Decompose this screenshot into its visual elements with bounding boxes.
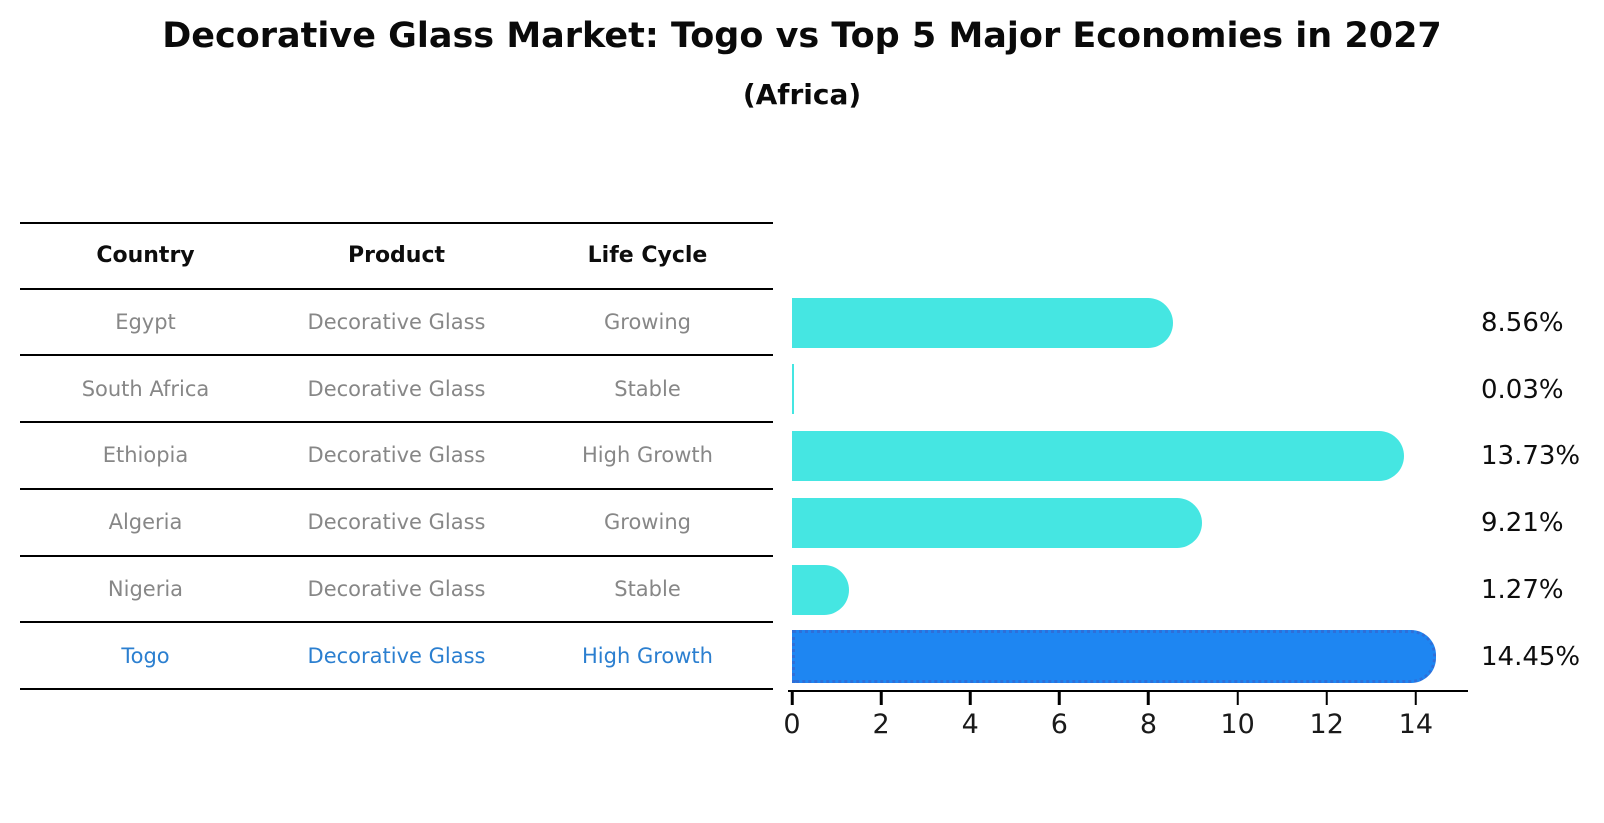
- x-tick-mark: [1325, 692, 1328, 705]
- table-body: Egypt Decorative Glass Growing South Afr…: [20, 290, 773, 691]
- table-row: Togo Decorative Glass High Growth: [20, 623, 773, 691]
- table-header-cell: Country: [96, 243, 195, 269]
- bar: [792, 564, 849, 615]
- value-label: 8.56%: [1481, 307, 1564, 338]
- table-cell-life-cycle: Growing: [604, 309, 691, 334]
- table-cell-product: Decorative Glass: [307, 643, 486, 668]
- chart-subtitle: (Africa): [742, 78, 862, 111]
- bar-row: [792, 423, 1468, 490]
- table-row: South Africa Decorative Glass Stable: [20, 356, 773, 424]
- x-tick-mark: [790, 692, 794, 705]
- x-tick-label: 4: [961, 709, 979, 740]
- x-tick-label: 6: [1050, 709, 1068, 740]
- bar-row: [792, 557, 1468, 624]
- table-cell-life-cycle: Stable: [614, 376, 681, 401]
- x-tick-mark: [1058, 692, 1061, 705]
- x-tick-label: 10: [1220, 709, 1255, 740]
- bar-row: [792, 623, 1468, 690]
- value-label: 13.73%: [1481, 441, 1581, 472]
- table-cell-product: Decorative Glass: [307, 510, 486, 535]
- x-tick-label: 0: [783, 709, 801, 740]
- x-tick-label: 12: [1309, 709, 1344, 740]
- bar: [792, 431, 1404, 482]
- table-cell-product: Decorative Glass: [307, 309, 486, 334]
- x-tick-label: 8: [1139, 709, 1158, 740]
- country-table: Country Product Life Cycle Egypt Decorat…: [20, 222, 773, 691]
- x-tick-mark: [1147, 692, 1150, 705]
- x-tick-mark: [1414, 692, 1418, 705]
- table-cell-country: South Africa: [81, 376, 210, 401]
- x-tick-mark: [968, 692, 972, 705]
- table-cell-life-cycle: High Growth: [582, 443, 713, 468]
- table-cell-product: Decorative Glass: [307, 376, 486, 401]
- table-cell-country: Egypt: [115, 309, 176, 334]
- chart-title: Decorative Glass Market: Togo vs Top 5 M…: [162, 16, 1442, 56]
- x-tick-mark: [1236, 692, 1239, 705]
- table-header-cell: Product: [347, 243, 446, 269]
- table-header-row: Country Product Life Cycle: [20, 222, 773, 290]
- table-header-cell: Life Cycle: [587, 243, 708, 269]
- bar-row: [792, 290, 1468, 357]
- bar: [792, 364, 794, 415]
- bar-row: [792, 490, 1468, 557]
- value-label: 9.21%: [1481, 508, 1564, 539]
- table-cell-life-cycle: Stable: [614, 577, 681, 602]
- table-cell-product: Decorative Glass: [307, 577, 486, 602]
- x-tick-label: 14: [1398, 709, 1434, 740]
- x-tick-label: 2: [872, 709, 890, 740]
- value-label: 0.03%: [1481, 374, 1564, 405]
- table-row: Egypt Decorative Glass Growing: [20, 290, 773, 357]
- table-cell-country: Algeria: [108, 510, 183, 535]
- bar-chart: [792, 290, 1468, 691]
- x-axis: 0 2 4 6 8 10 12 14: [783, 690, 1468, 740]
- table-cell-country: Nigeria: [107, 577, 184, 602]
- bar: [792, 629, 1436, 683]
- value-label: 14.45%: [1481, 641, 1581, 672]
- value-label-column: 8.56% 0.03% 13.73% 9.21% 1.27% 14.45%: [1481, 290, 1601, 691]
- table-cell-life-cycle: High Growth: [582, 643, 713, 668]
- table-row: Algeria Decorative Glass Growing: [20, 490, 773, 557]
- table-cell-product: Decorative Glass: [307, 443, 486, 468]
- bar: [792, 497, 1203, 548]
- table-row: Ethiopia Decorative Glass High Growth: [20, 423, 773, 490]
- bar: [792, 297, 1174, 348]
- bar-row: [792, 356, 1468, 423]
- table-cell-life-cycle: Growing: [604, 510, 691, 535]
- table-cell-country: Togo: [121, 643, 170, 668]
- table-row: Nigeria Decorative Glass Stable: [20, 557, 773, 624]
- value-label: 1.27%: [1481, 575, 1564, 606]
- x-tick-mark: [879, 692, 883, 705]
- table-cell-country: Ethiopia: [102, 443, 189, 468]
